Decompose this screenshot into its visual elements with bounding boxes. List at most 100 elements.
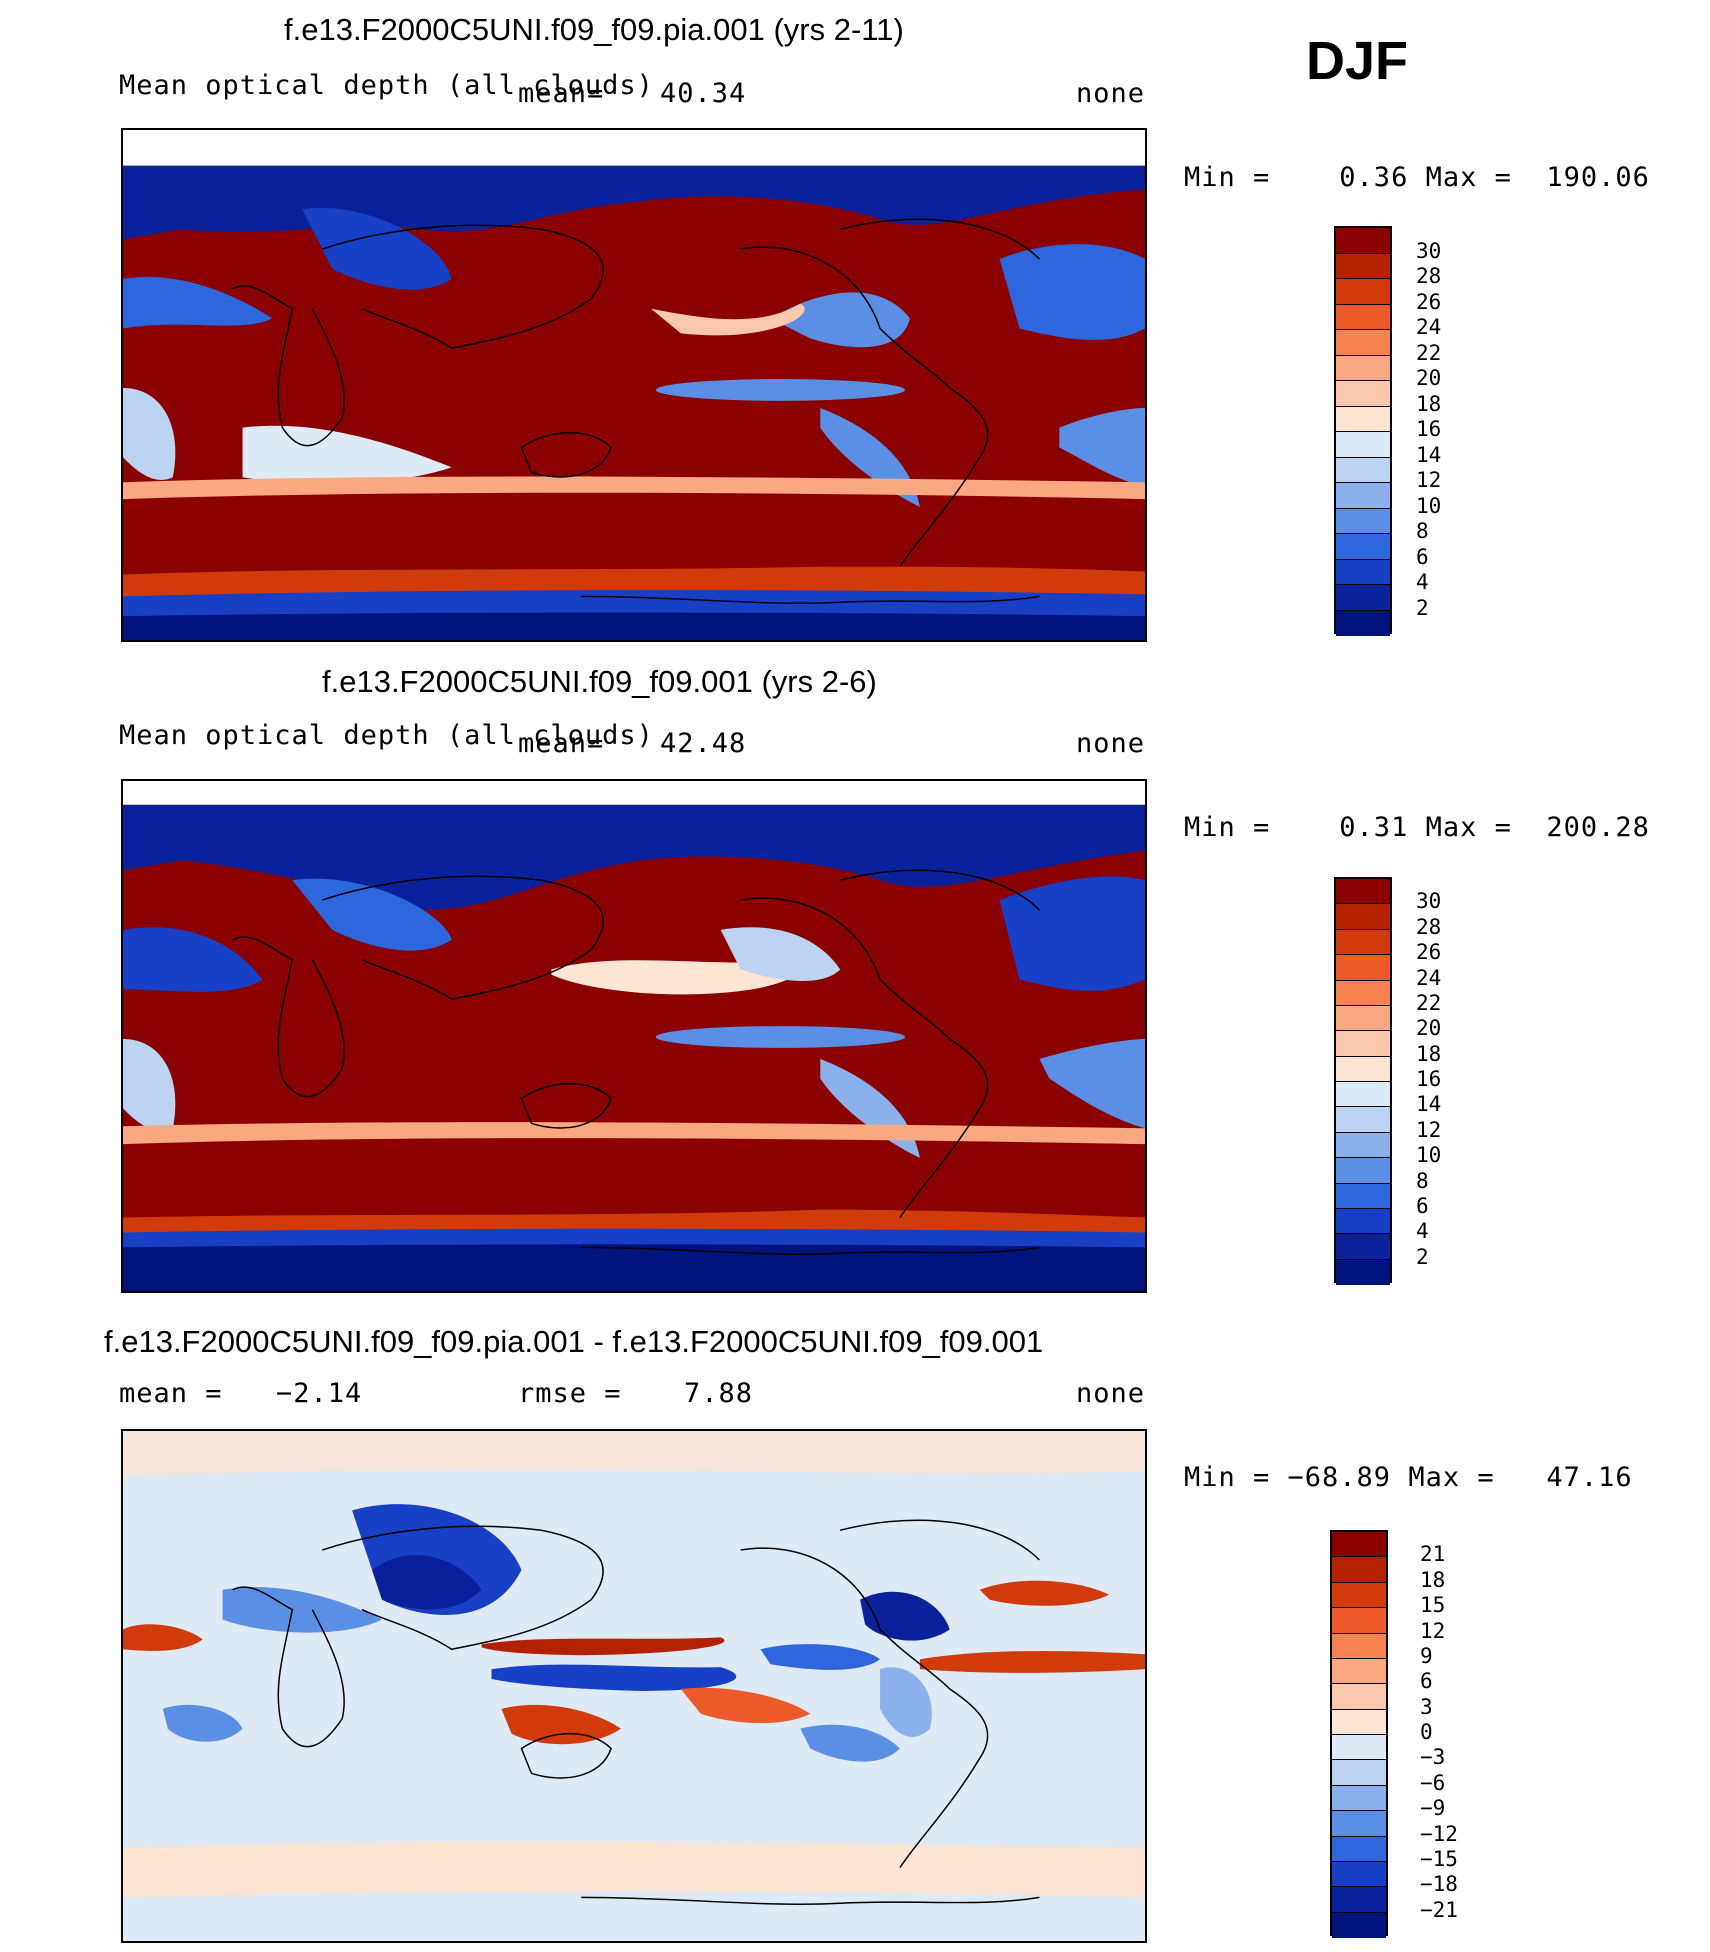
- colorbar-swatch: [1336, 1158, 1390, 1184]
- colorbar-swatch: [1336, 879, 1390, 905]
- colorbar-swatch: [1332, 1582, 1386, 1609]
- panel3-rmse-label: rmse =: [518, 1378, 622, 1409]
- colorbar-tick-label: −3: [1420, 1745, 1446, 1770]
- colorbar-tick-label: 18: [1416, 1041, 1442, 1066]
- colorbar-swatch: [1336, 1107, 1390, 1133]
- season-label: DJF: [1306, 31, 1409, 91]
- colorbar-swatch: [1336, 432, 1390, 458]
- panel3-mean-label: mean =: [119, 1378, 223, 1409]
- colorbar-swatch: [1332, 1633, 1386, 1659]
- panel1-title: f.e13.F2000C5UNI.f09_f09.pia.001 (yrs 2-…: [284, 12, 904, 47]
- panel2-mean-value: 42.48: [660, 728, 747, 759]
- panel1-map-field: [123, 130, 1145, 640]
- colorbar-tick-label: 8: [1416, 519, 1429, 543]
- colorbar-tick-label: 16: [1416, 1067, 1442, 1091]
- colorbar-tick-label: 26: [1416, 940, 1442, 965]
- colorbar-swatch: [1332, 1658, 1386, 1685]
- colorbar-tick-label: 28: [1416, 264, 1442, 288]
- colorbar-tick-label: 14: [1416, 442, 1442, 467]
- colorbar-tick-label: 30: [1416, 238, 1442, 263]
- colorbar-tick-label: −21: [1420, 1897, 1458, 1922]
- colorbar-swatch: [1336, 228, 1390, 254]
- colorbar-swatch: [1332, 1887, 1386, 1913]
- colorbar-swatch: [1332, 1557, 1386, 1583]
- panel3-map: [121, 1429, 1147, 1943]
- colorbar-swatch: [1336, 1031, 1390, 1057]
- colorbar-tick-label: 10: [1416, 493, 1442, 518]
- colorbar-tick-label: 18: [1420, 1567, 1446, 1592]
- panel2-variable: Mean optical depth (all clouds): [119, 720, 654, 751]
- colorbar-tick-label: 3: [1420, 1694, 1433, 1719]
- colorbar-tick-label: 20: [1416, 366, 1442, 390]
- panel3-mean-value: −2.14: [276, 1378, 363, 1409]
- colorbar-swatch: [1336, 955, 1390, 981]
- colorbar-swatch: [1336, 330, 1390, 356]
- panel1-minmax: Min = 0.36 Max = 190.06: [1184, 162, 1650, 193]
- colorbar-swatch: [1336, 1259, 1390, 1285]
- panel2-map: [121, 779, 1147, 1293]
- colorbar-swatch: [1336, 534, 1390, 560]
- colorbar-tick-label: 2: [1416, 1244, 1429, 1269]
- colorbar-tick-label: 22: [1416, 340, 1442, 365]
- panel3-minmax: Min = −68.89 Max = 47.16: [1184, 1462, 1633, 1493]
- colorbar-swatch: [1332, 1912, 1386, 1938]
- colorbar-tick-label: −12: [1420, 1821, 1458, 1846]
- colorbar-swatch: [1332, 1608, 1386, 1634]
- colorbar-swatch: [1336, 508, 1390, 534]
- panel3-rmse-value: 7.88: [684, 1378, 754, 1409]
- colorbar-tick-label: 18: [1416, 391, 1442, 416]
- colorbar-swatch: [1332, 1785, 1386, 1812]
- colorbar-swatch: [1336, 585, 1390, 611]
- colorbar-swatch: [1336, 1005, 1390, 1032]
- colorbar-swatch: [1336, 904, 1390, 930]
- colorbar-tick-label: 24: [1416, 315, 1442, 339]
- colorbar-tick-label: 6: [1420, 1669, 1433, 1694]
- colorbar-swatch: [1336, 980, 1390, 1006]
- panel2-minmax: Min = 0.31 Max = 200.28: [1184, 812, 1650, 843]
- colorbar-swatch: [1336, 483, 1390, 509]
- colorbar-tick-label: 0: [1420, 1720, 1433, 1744]
- colorbar-swatch: [1332, 1836, 1386, 1862]
- colorbar-swatch: [1336, 304, 1390, 330]
- colorbar-tick-label: 4: [1416, 570, 1429, 594]
- colorbar-tick-label: 24: [1416, 965, 1442, 990]
- colorbar-swatch: [1336, 406, 1390, 432]
- colorbar-swatch: [1336, 610, 1390, 636]
- colorbar-swatch: [1336, 1208, 1390, 1235]
- colorbar-tick-label: 20: [1416, 1016, 1442, 1041]
- colorbar-swatch: [1336, 457, 1390, 483]
- colorbar-swatch: [1336, 929, 1390, 956]
- colorbar-tick-label: 21: [1420, 1542, 1446, 1567]
- colorbar-tick-label: −6: [1420, 1770, 1446, 1795]
- colorbar-tick-label: 26: [1416, 289, 1442, 314]
- colorbar-swatch: [1332, 1532, 1386, 1558]
- colorbar-tick-label: 15: [1420, 1593, 1446, 1618]
- colorbar-tick-label: 30: [1416, 889, 1442, 914]
- panel3-colorbar: [1330, 1530, 1388, 1938]
- panel3-map-field: [123, 1431, 1145, 1941]
- colorbar-tick-label: 4: [1416, 1219, 1429, 1244]
- colorbar-swatch: [1332, 1760, 1386, 1786]
- colorbar-tick-label: −18: [1420, 1872, 1458, 1897]
- colorbar-tick-label: −15: [1420, 1846, 1458, 1871]
- panel3-units: none: [1076, 1378, 1146, 1409]
- colorbar-tick-label: 16: [1416, 417, 1442, 441]
- colorbar-swatch: [1336, 279, 1390, 305]
- colorbar-tick-label: 22: [1416, 990, 1442, 1015]
- colorbar-swatch: [1336, 1234, 1390, 1260]
- panel1-units: none: [1076, 78, 1146, 109]
- colorbar-tick-label: 14: [1416, 1092, 1442, 1117]
- colorbar-swatch: [1336, 253, 1390, 279]
- colorbar-swatch: [1336, 1056, 1390, 1082]
- colorbar-tick-label: 2: [1416, 595, 1429, 620]
- colorbar-tick-label: 6: [1416, 1193, 1429, 1218]
- colorbar-swatch: [1336, 559, 1390, 585]
- colorbar-swatch: [1336, 1082, 1390, 1108]
- colorbar-swatch: [1336, 355, 1390, 381]
- colorbar-swatch: [1332, 1709, 1386, 1735]
- colorbar-tick-label: 10: [1416, 1143, 1442, 1168]
- panel1-map: [121, 128, 1147, 642]
- colorbar-tick-label: 9: [1420, 1643, 1433, 1668]
- panel1-colorbar: [1334, 226, 1392, 636]
- colorbar-tick-label: 28: [1416, 914, 1442, 939]
